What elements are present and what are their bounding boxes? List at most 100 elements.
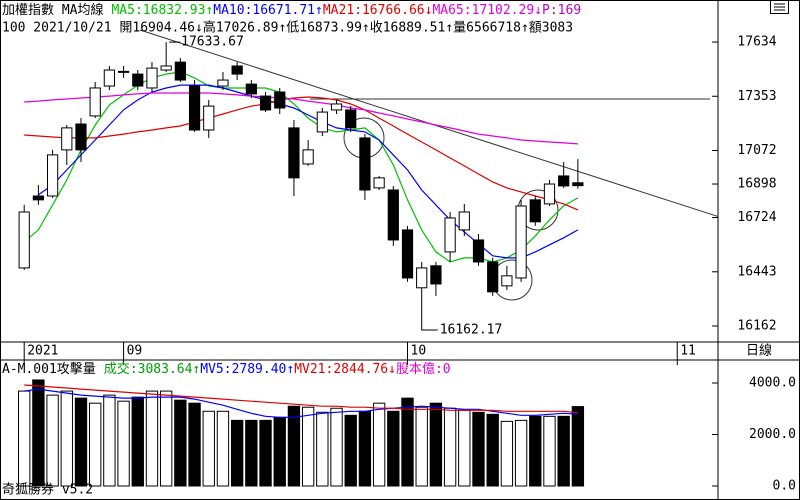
candle-body — [75, 123, 87, 151]
volume-bar — [60, 390, 73, 487]
candle-body — [472, 239, 485, 263]
candle-body — [61, 127, 73, 151]
candle-body — [32, 195, 45, 201]
volume-bar — [458, 409, 471, 487]
volume-bar — [117, 400, 130, 487]
x-tick-label: 2021 — [27, 344, 58, 359]
y-tick-label: 17353 — [737, 89, 776, 104]
legend-extra: 股本億:0 — [396, 361, 451, 377]
volume-bar — [443, 407, 457, 487]
volume-bar — [245, 419, 258, 487]
volume-bar — [500, 420, 514, 487]
volume-bar — [216, 410, 230, 487]
volume-bar — [429, 402, 443, 487]
candle-body — [46, 154, 59, 197]
plot-layer: 17634 17353 17072 16898 16724 16443 16162 4000.… — [18, 35, 796, 494]
candle-body — [18, 211, 30, 269]
candle-body — [103, 69, 115, 87]
x-tick-label: 11 — [680, 344, 696, 359]
y-tick-label: 0.0 — [773, 479, 796, 494]
candle-body — [231, 65, 243, 75]
legend-name: MV21 — [294, 362, 325, 377]
trend-line — [139, 29, 718, 218]
volume-bar — [387, 410, 400, 487]
legend-value: :17102.29↓ — [464, 3, 542, 18]
legend-name: MA21 — [323, 3, 354, 18]
volume-bar — [316, 411, 329, 487]
candle-body — [89, 87, 101, 117]
candle-body — [572, 182, 584, 187]
candle-body — [217, 79, 229, 87]
volume-bar — [358, 410, 372, 487]
footer: 奇狐勝券 v5.2 — [2, 482, 93, 498]
ma-line — [24, 96, 579, 211]
header-title: 加權指數 MA均線 — [2, 2, 103, 18]
candle-body — [501, 275, 513, 287]
candle-body — [117, 70, 130, 73]
candle-body — [430, 265, 442, 285]
candle-body — [316, 111, 328, 133]
legend-value: :2789.40↑ — [224, 362, 294, 377]
volume-bar — [415, 406, 428, 487]
volume-bar — [145, 390, 159, 487]
volume-bar — [103, 394, 116, 487]
ma-line — [38, 84, 579, 259]
candle-body — [203, 105, 215, 131]
legend-name: MV5 — [200, 362, 223, 377]
volume-bar — [174, 399, 187, 487]
volume-title: A-M.001攻擊量 — [2, 361, 96, 377]
candle-body — [288, 127, 300, 179]
candle-body — [132, 73, 144, 87]
mv-line — [24, 384, 578, 414]
volume-bar — [330, 407, 343, 487]
high-annotation: 17633.67 — [181, 35, 244, 50]
candle-body — [330, 103, 343, 111]
legend-value: :16766.66↓ — [354, 3, 432, 18]
candle-body — [245, 83, 257, 95]
candle-body — [274, 91, 286, 109]
candle-body — [345, 109, 357, 129]
x-tick-label: 10 — [411, 344, 427, 359]
y-tick-label: 4000.0 — [749, 376, 796, 391]
volume-bar — [472, 411, 485, 487]
candle-body — [188, 85, 201, 131]
volume-bar — [32, 379, 45, 487]
y-tick-label: 17634 — [737, 35, 776, 50]
candle-body — [416, 267, 428, 289]
candle-body — [160, 65, 172, 71]
period-label: 日線 — [746, 343, 772, 359]
volume-bar — [46, 394, 59, 487]
scroll-icon[interactable] — [770, 0, 789, 14]
volume-bar — [259, 419, 272, 487]
candle-body — [444, 217, 456, 253]
volume-bar — [159, 390, 173, 487]
candle-body — [558, 175, 570, 187]
candle-body — [543, 183, 556, 205]
candle-body — [515, 205, 527, 279]
candle-body — [259, 95, 272, 111]
candle-body — [401, 229, 414, 279]
legend-value: :16832.93↑ — [135, 3, 213, 18]
candle-body — [487, 261, 499, 293]
header-line: 加權指數 MA均線 MA5:16832.93↑MA10:16671.71↑MA21… — [2, 2, 581, 18]
candle-body — [146, 67, 158, 89]
legend-name: MA5 — [111, 3, 134, 18]
y-tick-label: 17072 — [737, 143, 776, 158]
low-annotation: 16162.17 — [440, 322, 503, 337]
candle-body — [174, 61, 186, 81]
volume-bar — [486, 413, 499, 487]
volume-bar — [514, 419, 528, 487]
volume-bar — [543, 415, 556, 487]
volume-bar — [273, 416, 286, 487]
candle-body — [302, 149, 314, 165]
legend-value: :2844.76↓ — [326, 362, 396, 377]
volume-bar — [18, 390, 31, 487]
candle-body — [373, 177, 385, 189]
volume-bar — [344, 414, 357, 487]
header-extra: P:169 — [542, 3, 581, 18]
volume-bar — [529, 415, 542, 487]
volume-bar — [188, 402, 201, 487]
y-tick-label: 16898 — [737, 177, 776, 192]
y-tick-label: 16443 — [737, 264, 776, 279]
